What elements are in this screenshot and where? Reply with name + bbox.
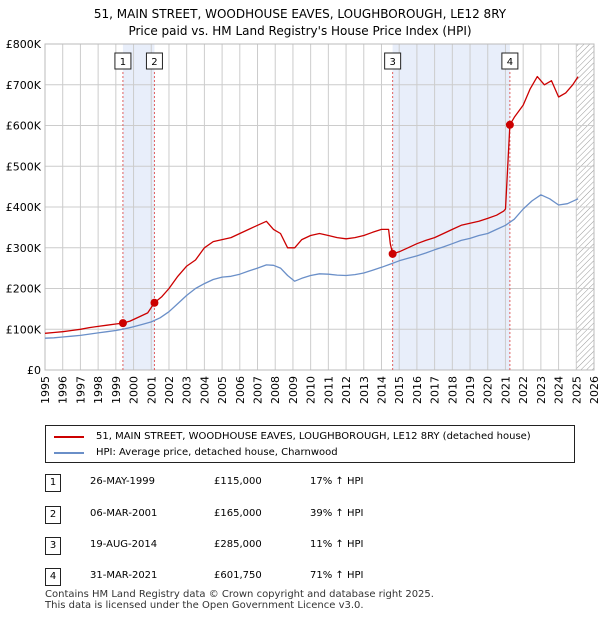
sale-date: 06-MAR-2001 (90, 508, 158, 519)
x-tick-label: 2002 (163, 376, 176, 404)
sale-point (388, 249, 397, 258)
sale-point (118, 319, 127, 328)
footer-licence: This data is licensed under the Open Gov… (45, 600, 364, 611)
sale-price: £165,000 (214, 508, 262, 519)
x-tick-label: 2006 (234, 376, 247, 404)
x-tick-label: 1995 (39, 376, 52, 404)
x-tick-label: 2010 (305, 376, 318, 404)
x-tick-label: 2007 (252, 376, 265, 404)
sale-marker-label: 3 (389, 57, 395, 68)
sale-point (505, 120, 514, 129)
y-tick-label: £600K (6, 120, 42, 133)
sale-marker-box (501, 52, 519, 70)
property-swatch (54, 435, 84, 438)
x-tick-label: 2024 (553, 376, 566, 404)
sale-marker-box (384, 52, 402, 70)
sale-hpi-delta: 71% ↑ HPI (310, 570, 364, 581)
title-line-1: 51, MAIN STREET, WOODHOUSE EAVES, LOUGHB… (93, 7, 507, 21)
property-price-line (44, 75, 579, 334)
sale-number: 3 (45, 537, 61, 555)
x-tick-label: 2025 (570, 376, 583, 404)
y-tick-label: £100K (6, 323, 42, 336)
sale-marker-label: 2 (151, 57, 157, 68)
sale-hpi-delta: 11% ↑ HPI (310, 539, 364, 550)
x-tick-label: 2001 (145, 376, 158, 404)
x-tick-label: 2021 (499, 376, 512, 404)
legend-item-property: 51, MAIN STREET, WOODHOUSE EAVES, LOUGHB… (54, 431, 531, 442)
sale-number: 4 (45, 568, 61, 586)
y-tick-label: £400K (6, 201, 42, 214)
sale-hpi-delta: 17% ↑ HPI (310, 476, 364, 487)
legend: 51, MAIN STREET, WOODHOUSE EAVES, LOUGHB… (45, 425, 575, 463)
x-tick-label: 2012 (340, 376, 353, 404)
y-tick-label: £0 (27, 364, 41, 377)
sale-row: 4 31-MAR-2021 £601,750 71% ↑ HPI (45, 568, 445, 588)
sale-number: 1 (45, 474, 61, 492)
title-line-2: Price paid vs. HM Land Registry's House … (128, 24, 472, 38)
sale-number: 2 (45, 506, 61, 524)
sale-row: 1 26-MAY-1999 £115,000 17% ↑ HPI (45, 474, 445, 494)
sale-marker-box (114, 52, 132, 70)
sale-date: 31-MAR-2021 (90, 570, 158, 581)
x-tick-label: 2014 (375, 376, 388, 404)
x-tick-label: 1999 (110, 376, 123, 404)
chart-title: 51, MAIN STREET, WOODHOUSE EAVES, LOUGHB… (0, 6, 600, 40)
sale-row: 2 06-MAR-2001 £165,000 39% ↑ HPI (45, 506, 445, 526)
legend-hpi-label: HPI: Average price, detached house, Char… (96, 447, 338, 458)
x-tick-label: 2026 (588, 376, 600, 404)
y-tick-label: £700K (6, 79, 42, 92)
x-tick-label: 2018 (446, 376, 459, 404)
sale-price: £285,000 (214, 539, 262, 550)
x-tick-label: 2022 (517, 376, 530, 404)
x-tick-label: 2016 (411, 376, 424, 404)
hpi-line (44, 194, 579, 339)
x-tick-label: 2020 (482, 376, 495, 404)
chart-area: 1 2 3 4 £0 £100K £200K £300K £400K £500K £600K £70… (6, 38, 600, 404)
sale-price: £601,750 (214, 570, 262, 581)
footer-copyright: Contains HM Land Registry data © Crown c… (45, 589, 434, 600)
x-tick-label: 2013 (358, 376, 371, 404)
x-tick-label: 2019 (464, 376, 477, 404)
sale-marker-label: 4 (507, 57, 513, 68)
x-tick-label: 1998 (92, 376, 105, 404)
plot-frame (44, 43, 595, 371)
sale-date: 19-AUG-2014 (90, 539, 158, 550)
sale-marker-box (145, 52, 163, 70)
y-tick-label: £200K (6, 283, 42, 296)
x-tick-label: 2017 (429, 376, 442, 404)
x-tick-label: 1996 (57, 376, 70, 404)
x-tick-label: 2011 (322, 376, 335, 404)
sale-hpi-delta: 39% ↑ HPI (310, 508, 364, 519)
x-tick-label: 2008 (269, 376, 282, 404)
hpi-swatch (54, 451, 84, 454)
y-tick-label: £500K (6, 160, 42, 173)
x-tick-label: 2004 (198, 376, 211, 404)
sale-point (150, 298, 159, 307)
x-tick-label: 2005 (216, 376, 229, 404)
legend-item-hpi: HPI: Average price, detached house, Char… (54, 447, 338, 458)
y-tick-label: £800K (6, 38, 42, 51)
sale-row: 3 19-AUG-2014 £285,000 11% ↑ HPI (45, 537, 445, 557)
legend-property-label: 51, MAIN STREET, WOODHOUSE EAVES, LOUGHB… (96, 431, 531, 442)
sale-date: 26-MAY-1999 (90, 476, 156, 487)
sale-price: £115,000 (214, 476, 262, 487)
x-tick-label: 2009 (287, 376, 300, 404)
x-tick-label: 2000 (128, 376, 141, 404)
y-tick-label: £300K (6, 242, 42, 255)
x-tick-label: 1997 (74, 376, 87, 404)
footer: Contains HM Land Registry data © Crown c… (45, 589, 434, 611)
x-tick-label: 2015 (393, 376, 406, 404)
x-tick-label: 2023 (535, 376, 548, 404)
x-tick-label: 2003 (181, 376, 194, 404)
sale-marker-label: 1 (120, 57, 126, 68)
